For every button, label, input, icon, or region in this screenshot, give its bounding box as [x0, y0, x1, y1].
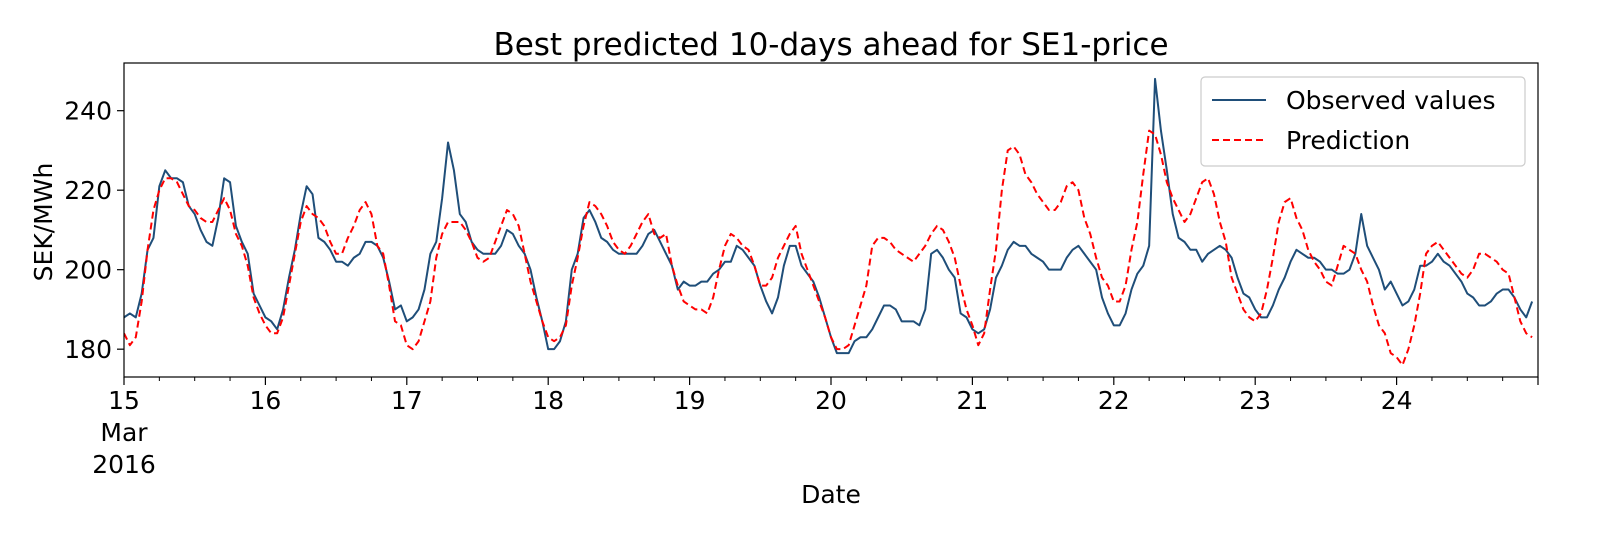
x-tick-label: 18 [532, 386, 564, 415]
y-tick-label: 200 [64, 256, 112, 285]
legend-label-prediction: Prediction [1286, 126, 1410, 155]
x-tick-label: 23 [1239, 386, 1271, 415]
y-tick-label: 180 [64, 335, 112, 364]
x-tick-label: 2016 [92, 450, 156, 479]
chart-title: Best predicted 10-days ahead for SE1-pri… [493, 27, 1168, 63]
x-tick-label: 22 [1098, 386, 1130, 415]
x-tick-label: 24 [1381, 386, 1413, 415]
x-axis: 15 Mar 2016 16 17 18 19 20 21 22 23 24 [92, 377, 1539, 479]
plot-area [124, 77, 1534, 367]
y-tick-label: 220 [64, 176, 112, 205]
x-tick-label: 21 [956, 386, 988, 415]
x-tick-label: Mar [100, 418, 148, 447]
x-tick-label: 15 [108, 386, 140, 415]
x-tick-label: 20 [815, 386, 847, 415]
legend-box [1200, 76, 1526, 167]
x-axis-label: Date [801, 480, 861, 509]
series-line-prediction [124, 129, 1533, 367]
x-tick-label: 16 [249, 386, 281, 415]
y-axis: 180 200 220 240 [64, 97, 124, 364]
y-axis-label: SEK/MWh [29, 163, 58, 282]
x-tick-label: 19 [674, 386, 706, 415]
x-tick-label: 17 [391, 386, 423, 415]
legend-label-observed: Observed values [1286, 86, 1496, 115]
y-tick-label: 240 [64, 97, 112, 126]
legend: Observed values Prediction [1200, 76, 1526, 167]
